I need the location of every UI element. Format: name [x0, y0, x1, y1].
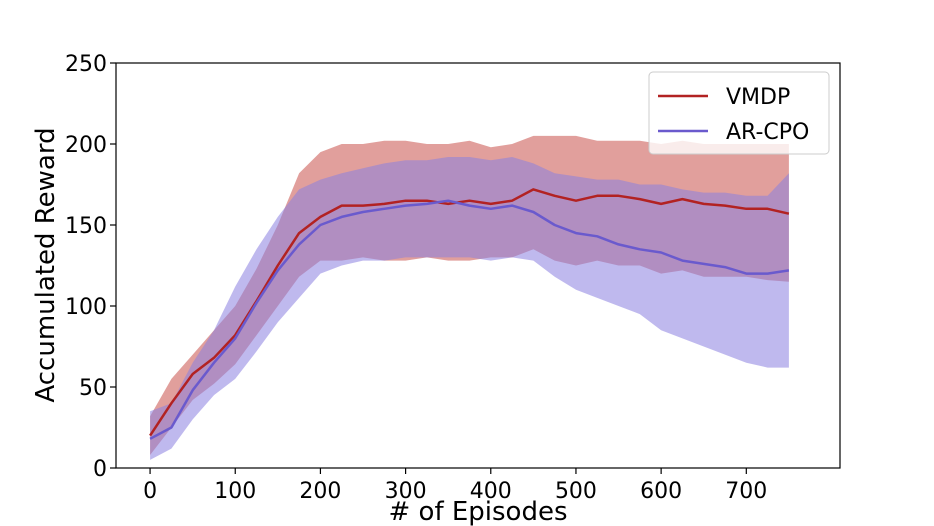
x-tick-label: 200	[299, 479, 341, 504]
legend-box	[648, 71, 830, 155]
x-tick-label: 700	[725, 479, 767, 504]
legend: VMDP AR-CPO	[648, 71, 830, 155]
x-tick-label: 100	[214, 479, 256, 504]
y-tick-label: 150	[65, 214, 107, 239]
x-axis-ticks: 0 100 200 300 400 500 600 700	[143, 468, 767, 504]
x-tick-label: 300	[385, 479, 427, 504]
y-tick-label: 100	[65, 295, 107, 320]
x-tick-label: 600	[640, 479, 682, 504]
y-tick-label: 0	[93, 457, 107, 482]
legend-label-vmdp: VMDP	[726, 85, 790, 110]
series-lines	[149, 188, 790, 440]
y-axis-ticks: 0 50 100 150 200 250	[65, 52, 116, 482]
x-tick-label: 500	[555, 479, 597, 504]
x-axis-label: # of Episodes	[388, 497, 567, 526]
band-ar-cpo	[150, 157, 789, 460]
y-tick-label: 50	[79, 376, 107, 401]
y-axis-label: Accumulated Reward	[31, 127, 61, 402]
x-tick-label: 0	[143, 479, 157, 504]
plot-area	[115, 62, 841, 469]
y-tick-label: 200	[65, 133, 107, 158]
legend-label-ar-cpo: AR-CPO	[726, 120, 809, 145]
confidence-bands	[150, 135, 789, 460]
y-tick-label: 250	[65, 52, 107, 77]
x-tick-label: 400	[470, 479, 512, 504]
series-line-ar-cpo	[149, 199, 790, 440]
